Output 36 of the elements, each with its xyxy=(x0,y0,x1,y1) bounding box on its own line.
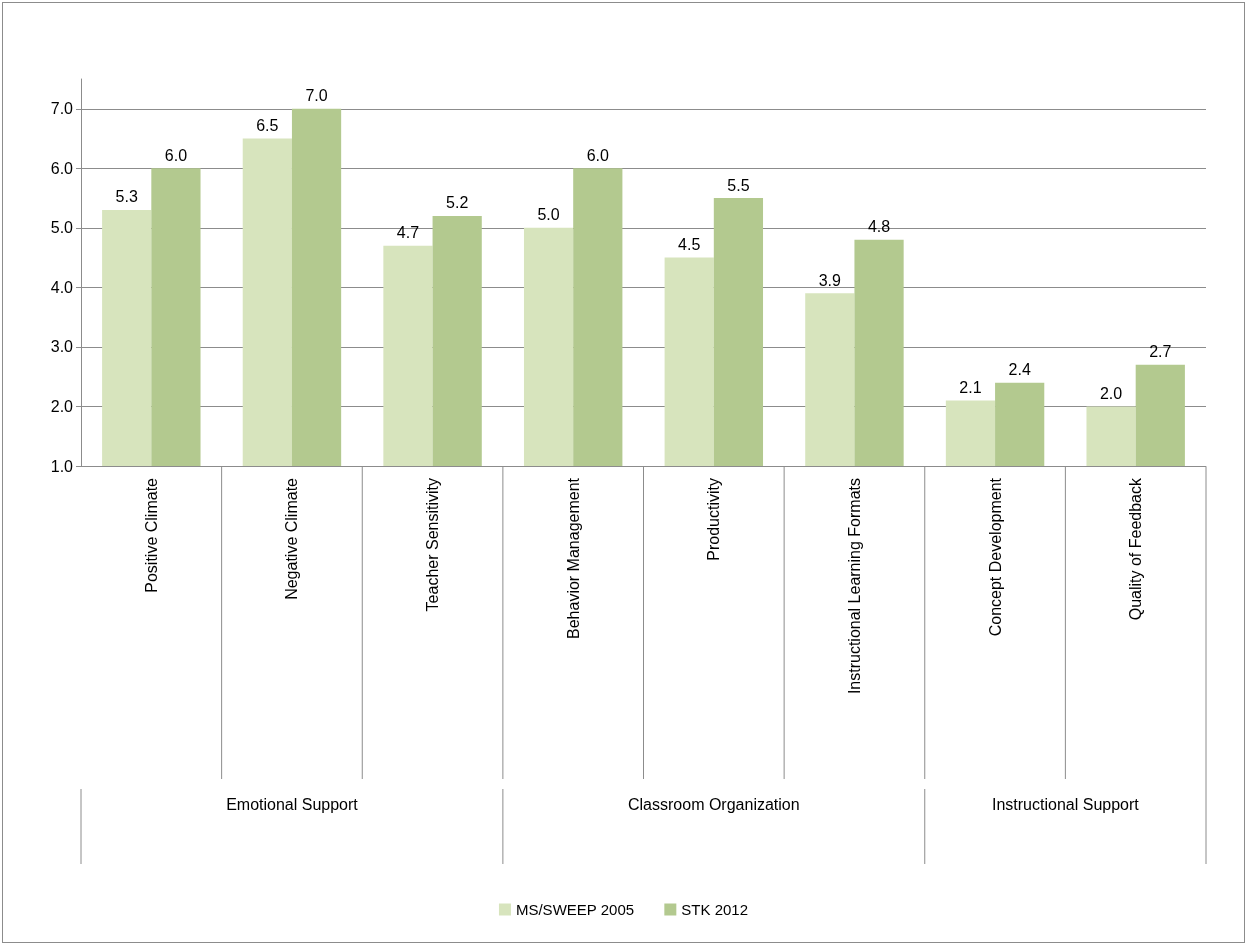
x-tick-label: Instructional Learning Formats xyxy=(845,478,863,695)
data-label: 6.5 xyxy=(256,117,279,135)
y-tick-label: 3.0 xyxy=(50,338,74,356)
data-label: 2.1 xyxy=(959,379,982,397)
x-tick-label: Positive Climate xyxy=(142,477,160,593)
x-tick-label: Behavior Management xyxy=(564,477,582,639)
text: Emotional Support xyxy=(226,795,359,813)
data-label: 5.5 xyxy=(727,176,750,194)
y-tick-label: 5.0 xyxy=(50,219,74,237)
data-label: 3.9 xyxy=(818,271,842,289)
data-label: 4.5 xyxy=(678,236,701,254)
x-tick-label: Negative Climate xyxy=(283,477,301,600)
y-tick-label: 7.0 xyxy=(50,100,74,118)
y-tick-label: 1.0 xyxy=(50,457,74,475)
data-label: 7.0 xyxy=(305,87,328,105)
data-label: 5.2 xyxy=(446,194,469,212)
data-label: 5.0 xyxy=(537,206,560,224)
data-label: 2.4 xyxy=(1008,361,1031,379)
text: Instructional Support xyxy=(992,795,1140,813)
x-tick-label: Productivity xyxy=(705,478,723,561)
y-tick-label: 4.0 xyxy=(50,278,74,296)
data-label: 6.0 xyxy=(164,146,188,164)
x-tick-label: Concept Development xyxy=(986,477,1004,637)
data-label: 2.0 xyxy=(1099,384,1123,402)
data-label: 5.3 xyxy=(115,188,138,206)
text: Classroom Organization xyxy=(628,795,800,813)
legend-label: STK 2012 xyxy=(681,901,749,918)
x-tick-label: Teacher Sensitivity xyxy=(424,478,442,612)
data-label: 4.7 xyxy=(396,224,420,242)
legend-label: MS/SWEEP 2005 xyxy=(515,901,635,918)
data-label: 6.0 xyxy=(586,146,610,164)
data-label: 2.7 xyxy=(1149,343,1172,361)
data-label: 4.8 xyxy=(867,218,891,236)
y-tick-label: 6.0 xyxy=(50,159,74,177)
x-tick-label: Quality of Feedback xyxy=(1127,477,1145,621)
y-tick-label: 2.0 xyxy=(50,397,74,415)
